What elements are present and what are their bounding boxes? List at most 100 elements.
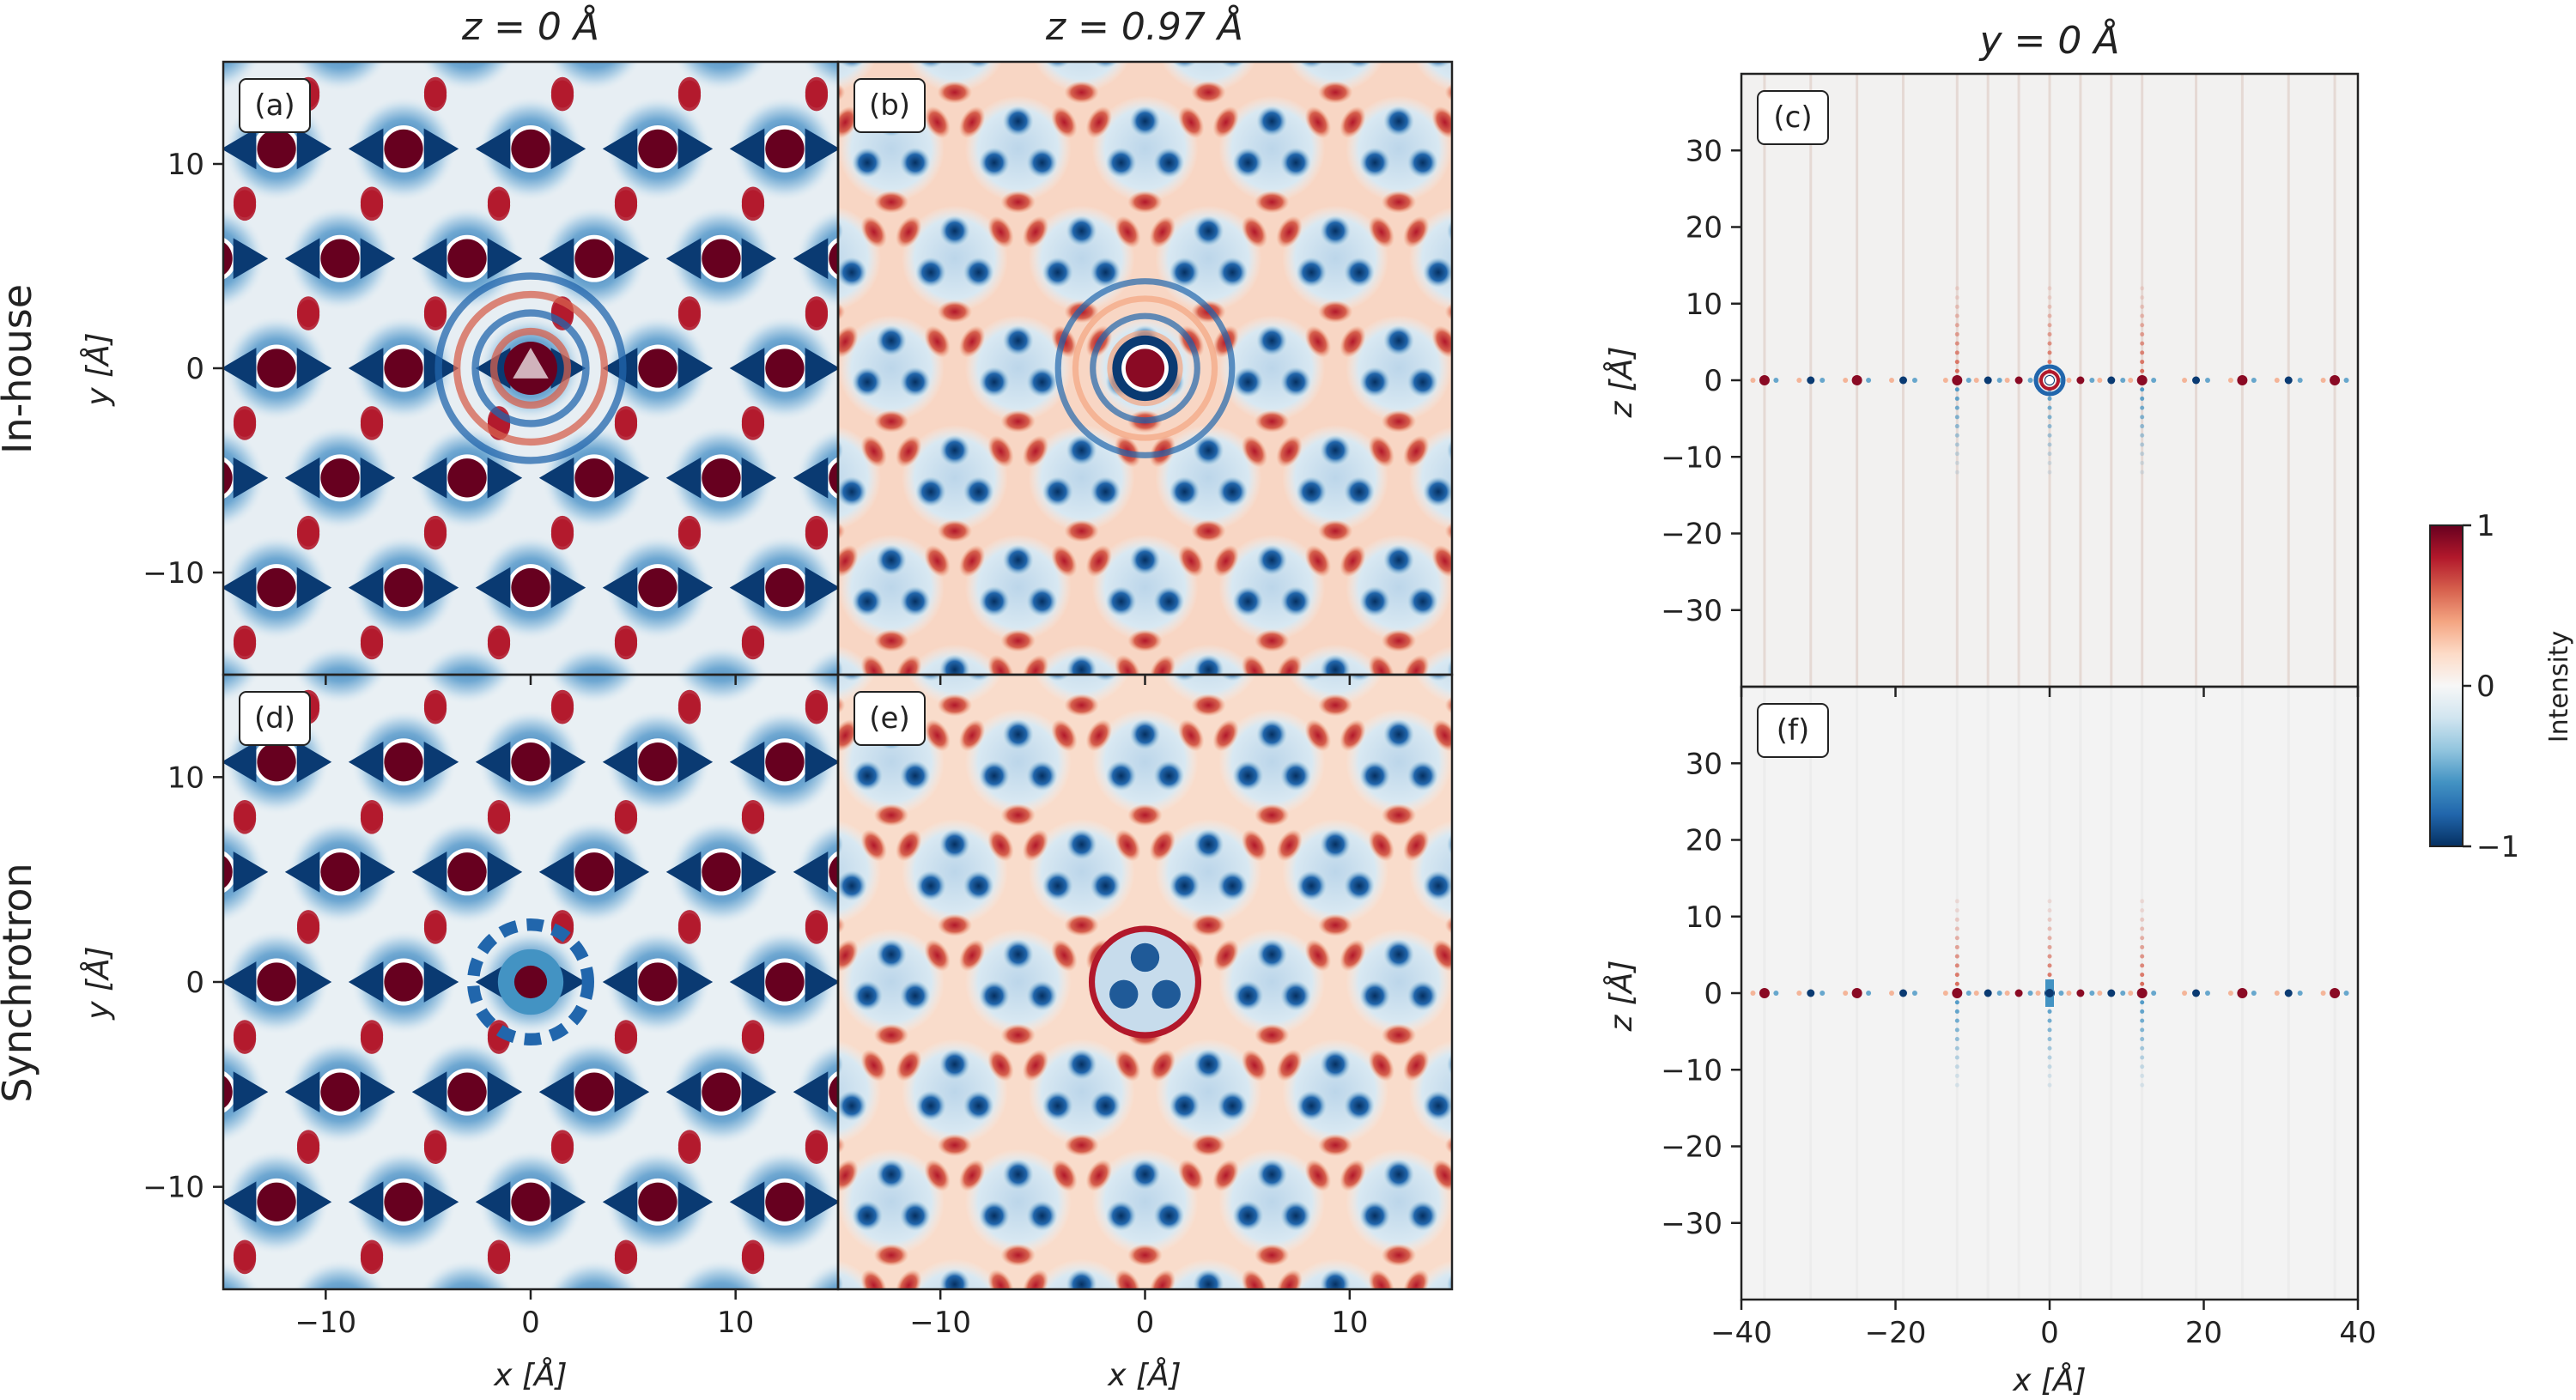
peak-mark	[2107, 376, 2116, 385]
lobe-mark	[1276, 215, 1303, 248]
colorbar-tick-label: 1	[2476, 509, 2495, 543]
column-dot	[2140, 899, 2145, 904]
peak-mark	[1773, 991, 1779, 996]
peak-mark	[2035, 991, 2041, 996]
lobe-mark	[1212, 939, 1239, 972]
heatmap-f	[1750, 687, 2349, 1300]
spot-mark	[838, 870, 867, 901]
blob-mark	[1413, 62, 1452, 92]
atom-mark	[130, 348, 168, 387]
lobe-mark	[170, 694, 192, 724]
lobe-mark	[1115, 1269, 1141, 1289]
spot-mark	[966, 62, 992, 69]
column-dot	[2140, 917, 2145, 922]
peak-mark	[2237, 988, 2248, 998]
atom-mark	[829, 855, 838, 889]
lobe-mark	[987, 435, 1014, 468]
lobe-mark	[860, 829, 887, 862]
lobe-mark	[677, 910, 702, 941]
spot-mark	[1217, 1311, 1248, 1342]
column-dot	[2140, 442, 2145, 447]
peak-mark	[2027, 378, 2033, 383]
lobe-mark	[1490, 604, 1527, 645]
spot-mark	[1256, 718, 1288, 750]
spot-mark	[939, 828, 970, 860]
spot-mark	[1042, 476, 1073, 507]
x-tick-label: 10	[1331, 1306, 1368, 1340]
spot-mark	[836, 1311, 867, 1342]
spot-mark	[1232, 585, 1264, 617]
spot-mark	[852, 1200, 883, 1232]
lobe-mark	[170, 77, 192, 108]
lobe-mark	[1022, 654, 1049, 675]
lobe-mark	[1191, 81, 1226, 104]
lobe-mark	[958, 718, 986, 752]
spot-mark	[1320, 1049, 1352, 1080]
triangle-mark	[741, 1071, 777, 1113]
column-dot	[2140, 424, 2145, 429]
lobe-mark	[1381, 1244, 1417, 1267]
blob-mark	[838, 675, 877, 705]
triangle-mark	[793, 238, 829, 280]
spot-mark	[978, 367, 1010, 397]
halo-mark	[223, 1259, 262, 1289]
lobe-mark	[1444, 519, 1452, 542]
atom-mark	[765, 962, 805, 1002]
blob-mark	[838, 62, 877, 92]
atom-ring	[126, 738, 173, 785]
spot-mark	[978, 585, 1010, 617]
spot-mark	[1129, 106, 1161, 137]
atom-ring	[824, 1288, 872, 1336]
spot-mark	[838, 476, 867, 507]
spot-mark	[1447, 833, 1452, 856]
lobe-mark	[1444, 913, 1452, 936]
svg-text:(a): (a)	[254, 88, 295, 123]
lobe-mark	[1115, 215, 1141, 248]
lobe-mark	[170, 296, 192, 327]
y-tick-label: 10	[1686, 288, 1722, 322]
lobe-mark	[106, 800, 129, 831]
lobe-mark	[1085, 544, 1113, 578]
column-dot	[2140, 908, 2145, 913]
panel-f-xlabel: x [Å]	[2012, 1361, 2086, 1398]
lobe-mark	[233, 799, 257, 831]
triangle-mark	[284, 851, 320, 893]
column-dot	[1954, 368, 1959, 373]
triangle-mark	[805, 741, 838, 783]
triangle-mark	[677, 348, 714, 389]
spot-mark	[1298, 675, 1324, 682]
lobe-mark	[895, 1049, 922, 1082]
spot-mark	[1486, 761, 1517, 791]
peak-mark	[2251, 378, 2257, 383]
spot-mark	[1486, 1201, 1517, 1232]
lobe-mark	[860, 1269, 887, 1289]
atom-mark	[511, 742, 550, 782]
spot-mark	[1193, 215, 1224, 246]
lobe-mark	[1381, 803, 1417, 827]
halo-mark	[799, 1259, 838, 1289]
column-dot	[2140, 926, 2145, 931]
spot-mark	[1130, 942, 1160, 973]
lobe-mark	[170, 1133, 192, 1164]
lobe-mark	[1255, 629, 1290, 652]
column-dot	[2140, 1009, 2145, 1014]
panel-letter-e: (e)	[854, 691, 926, 746]
peak-mark	[2192, 376, 2201, 385]
spot-mark	[1219, 62, 1245, 69]
lobe-mark	[614, 1239, 638, 1271]
lobe-mark	[1403, 215, 1430, 248]
column-dot	[2140, 1027, 2145, 1033]
atom-mark	[574, 458, 614, 498]
lobe-mark	[1241, 829, 1268, 862]
lobe-mark	[1461, 540, 1498, 581]
lobe-mark	[741, 625, 765, 657]
lobe-mark	[1212, 544, 1239, 578]
spot-mark	[1280, 585, 1312, 617]
peak-mark	[2343, 378, 2349, 383]
lobe-mark	[1191, 913, 1226, 936]
column-dot	[2047, 936, 2052, 941]
column-dot	[2047, 396, 2052, 401]
column-dot	[2140, 936, 2145, 941]
spot-mark	[1423, 1311, 1454, 1342]
spot-mark	[1280, 147, 1312, 179]
